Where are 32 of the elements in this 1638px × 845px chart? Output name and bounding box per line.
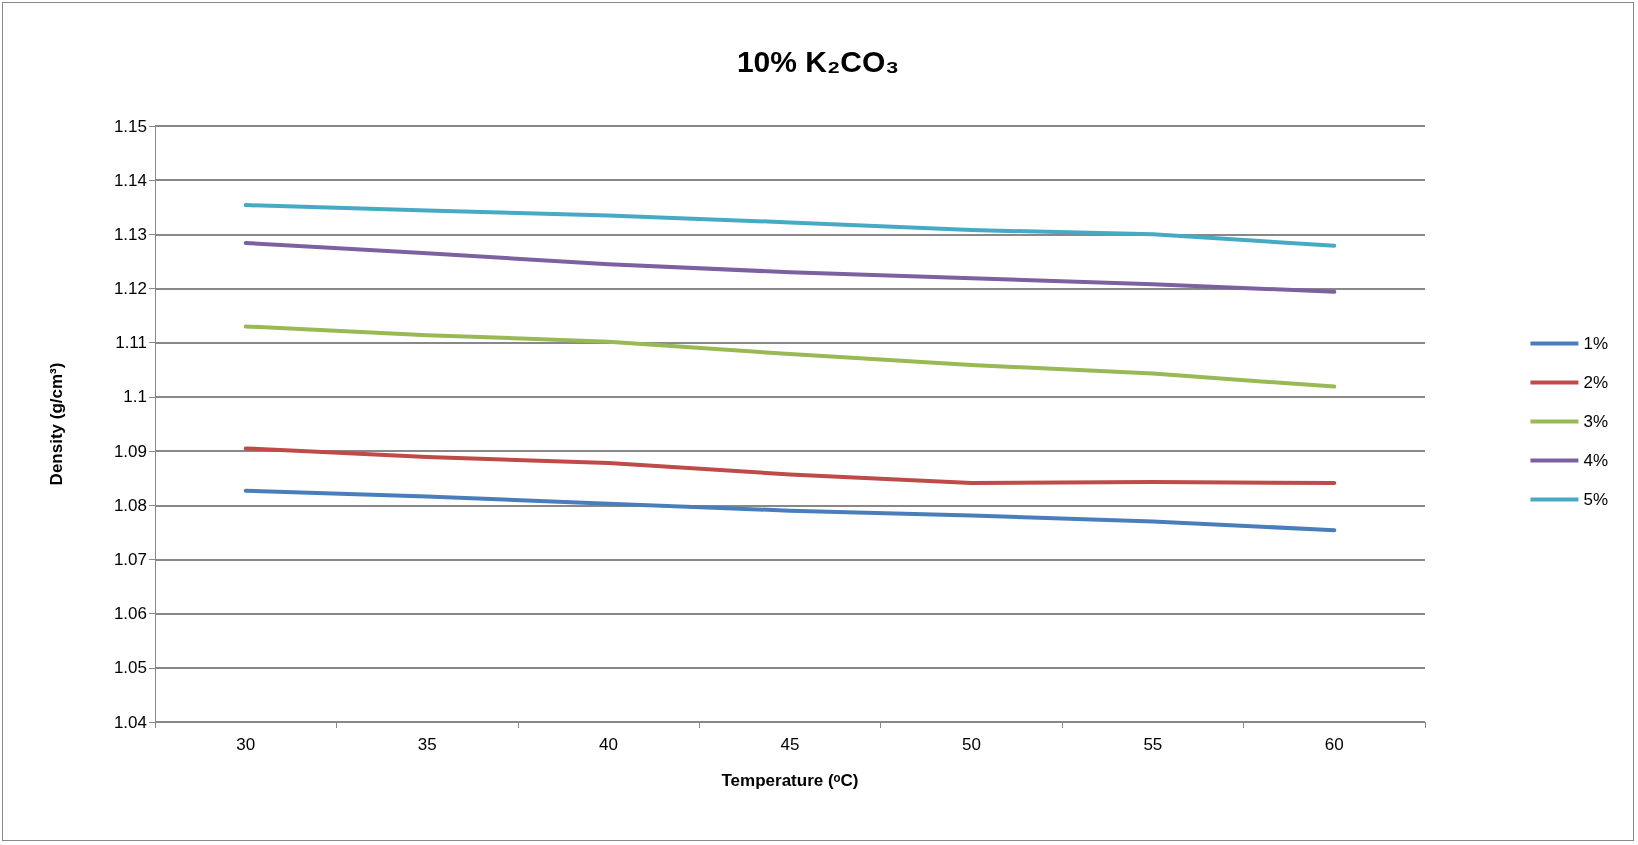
y-tick-label: 1.04 <box>113 712 147 732</box>
y-tick-label: 1.1 <box>123 387 147 407</box>
x-axis-title: Temperature (ᵒC) <box>721 771 859 790</box>
y-tick-label: 1.11 <box>115 333 147 353</box>
y-tick-label: 1.15 <box>113 116 147 136</box>
y-tick-label: 1.06 <box>113 604 147 624</box>
line-series <box>243 324 1337 389</box>
x-tick-label: 30 <box>236 735 256 754</box>
y-tick-label: 1.08 <box>113 495 147 515</box>
x-tick-label: 50 <box>961 735 981 754</box>
chart-title: 10% K₂CO₃ <box>736 44 900 78</box>
legend-label: 4% <box>1583 451 1609 470</box>
x-tick-label: 40 <box>599 735 619 754</box>
line-series <box>243 241 1337 294</box>
y-tick-label: 1.07 <box>113 549 147 569</box>
y-tick-label: 1.05 <box>113 658 147 678</box>
y-tick-label: 1.09 <box>113 441 147 461</box>
legend-label: 2% <box>1583 373 1609 392</box>
legend-label: 1% <box>1583 334 1609 353</box>
y-tick-label: 1.12 <box>113 279 147 299</box>
y-tick-label: 1.13 <box>113 224 147 244</box>
legend-label: 3% <box>1583 412 1609 431</box>
line-series <box>243 203 1337 248</box>
legend-label: 5% <box>1583 490 1609 509</box>
x-tick-label: 55 <box>1143 735 1163 754</box>
x-tick-label: 60 <box>1324 735 1344 754</box>
y-tick-label: 1.14 <box>113 170 147 190</box>
x-tick-label: 45 <box>780 735 800 754</box>
y-axis-title: Density (g/cm³) <box>47 362 66 486</box>
line-series <box>243 488 1337 533</box>
line-series <box>243 446 1337 486</box>
x-tick-label: 35 <box>417 735 437 754</box>
